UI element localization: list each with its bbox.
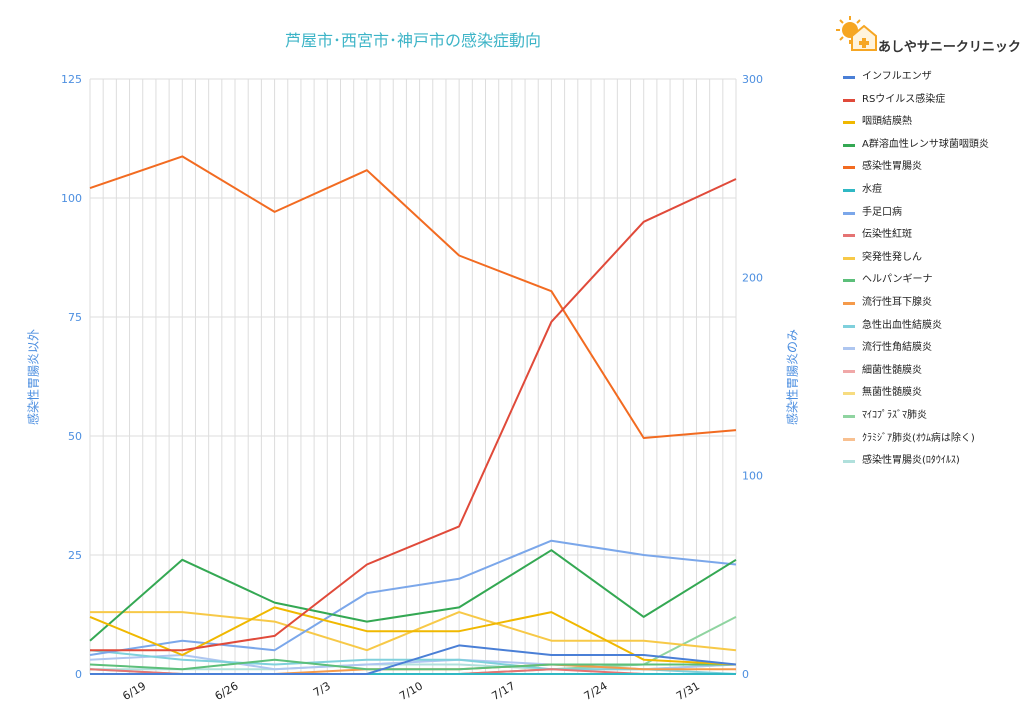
chart-legend: インフルエンザ RSウイルス感染症 咽頭結膜熱 A群溶血性レンサ球菌咽頭炎 感染性胃腸炎… — [843, 70, 1024, 477]
legend-label: 水痘 — [862, 183, 882, 195]
legend-label: 手足口病 — [862, 206, 902, 218]
legend-item: 急性出血性結膜炎 — [843, 319, 1024, 342]
legend-label: 急性出血性結膜炎 — [862, 319, 942, 331]
legend-swatch — [843, 437, 855, 441]
y-tick-label-right: 100 — [742, 470, 763, 483]
y-axis-label-left: 感染性胃腸炎以外 — [26, 328, 41, 425]
legend-item: RSウイルス感染症 — [843, 93, 1024, 116]
legend-swatch — [843, 460, 855, 464]
series-line — [90, 178, 737, 652]
legend-label: ﾏｲｺﾌﾟﾗｽﾞﾏ肺炎 — [862, 409, 927, 421]
legend-label: 流行性耳下腺炎 — [862, 296, 932, 308]
legend-swatch — [843, 279, 855, 283]
series-line — [89, 658, 736, 671]
legend-swatch — [843, 188, 855, 192]
y-tick-label-left: 75 — [68, 311, 82, 324]
x-tick-label: 7/3 — [311, 679, 333, 699]
legend-label: A群溶血性レンサ球菌咽頭炎 — [862, 138, 989, 150]
x-tick-label: 6/26 — [213, 679, 241, 703]
y-axis-label-right: 感染性胃腸炎のみ — [785, 328, 800, 425]
legend-swatch — [843, 121, 855, 125]
legend-swatch — [843, 76, 855, 79]
legend-label: 無菌性髄膜炎 — [862, 387, 922, 399]
legend-label: 感染性胃腸炎 — [862, 161, 922, 173]
legend-label: インフルエンザ — [862, 71, 932, 82]
legend-item: A群溶血性レンサ球菌咽頭炎 — [843, 138, 1024, 161]
legend-label: 感染性胃腸炎(ﾛﾀｳｲﾙｽ) — [862, 455, 960, 467]
y-tick-label-left: 25 — [68, 549, 82, 562]
legend-item: 手足口病 — [843, 206, 1024, 229]
y-tick-label-right: 300 — [742, 73, 763, 86]
legend-swatch — [843, 143, 855, 147]
legend-item: 細菌性髄膜炎 — [843, 364, 1024, 387]
legend-swatch — [843, 324, 855, 328]
y-tick-label-left: 125 — [61, 73, 82, 86]
y-tick-label-left: 0 — [75, 668, 82, 681]
legend-item: 水痘 — [843, 183, 1024, 206]
legend-item: ﾏｲｺﾌﾟﾗｽﾞﾏ肺炎 — [843, 409, 1024, 432]
legend-label: ｸﾗﾐｼﾞｱ肺炎(ｵｳﾑ病は除く) — [862, 432, 975, 444]
legend-swatch — [843, 347, 855, 351]
legend-swatch — [843, 166, 855, 170]
x-tick-label: 6/19 — [120, 679, 148, 703]
legend-label: 伝染性紅斑 — [862, 229, 912, 241]
legend-swatch — [843, 414, 855, 418]
legend-label: 突発性発しん — [862, 251, 922, 263]
legend-swatch — [843, 392, 855, 396]
legend-swatch — [843, 301, 855, 305]
legend-label: ヘルパンギーナ — [862, 274, 933, 286]
legend-item: ヘルパンギーナ — [843, 273, 1024, 296]
legend-item: 無菌性髄膜炎 — [843, 386, 1024, 409]
y-tick-label-right: 0 — [742, 668, 749, 681]
series-line — [89, 539, 737, 656]
legend-item: ｸﾗﾐｼﾞｱ肺炎(ｵｳﾑ病は除く) — [843, 432, 1024, 455]
x-tick-label: 7/17 — [489, 679, 517, 703]
legend-item: 感染性胃腸炎(ﾛﾀｳｲﾙｽ) — [843, 454, 1024, 477]
x-tick-label: 7/10 — [397, 679, 425, 703]
legend-item: 伝染性紅斑 — [843, 228, 1024, 251]
legend-item: 突発性発しん — [843, 251, 1024, 274]
y-tick-label-left: 50 — [68, 430, 82, 443]
legend-swatch — [843, 256, 855, 260]
legend-item: インフルエンザ — [843, 70, 1024, 93]
legend-label: 細菌性髄膜炎 — [862, 364, 922, 376]
legend-label: 咽頭結膜熱 — [862, 116, 912, 128]
legend-label: RSウイルス感染症 — [862, 93, 946, 105]
y-tick-label-right: 200 — [742, 271, 763, 284]
clinic-name: あしやサニークリニック — [878, 40, 1021, 55]
legend-swatch — [843, 234, 855, 238]
x-tick-label: 7/24 — [582, 679, 610, 703]
legend-swatch — [843, 211, 855, 215]
series-line — [89, 155, 737, 439]
sun-house-logo-icon — [836, 16, 877, 51]
series-line — [90, 644, 737, 675]
x-tick-label: 7/31 — [674, 679, 702, 703]
legend-item: 感染性胃腸炎 — [843, 160, 1024, 183]
legend-swatch — [843, 98, 855, 102]
legend-item: 流行性耳下腺炎 — [843, 296, 1024, 319]
legend-item: 咽頭結膜熱 — [843, 115, 1024, 138]
y-tick-label-left: 100 — [61, 192, 82, 205]
clinic-logo — [834, 14, 1024, 58]
legend-label: 流行性角結膜炎 — [862, 342, 932, 354]
legend-swatch — [843, 369, 855, 373]
chart-title: 芦屋市･西宮市･神戸市の感染症動向 — [284, 31, 541, 50]
legend-item: 流行性角結膜炎 — [843, 341, 1024, 364]
series-line — [89, 549, 737, 642]
